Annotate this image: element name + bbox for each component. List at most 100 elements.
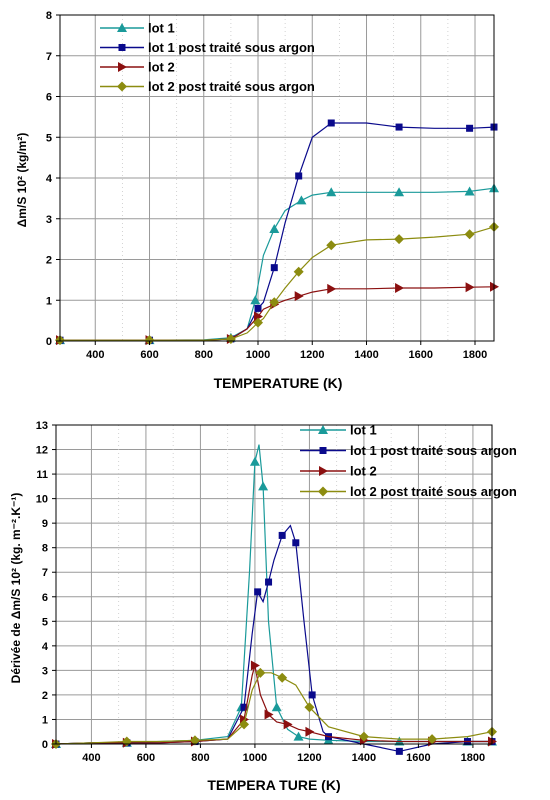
plot-frame	[55, 424, 493, 745]
data-point	[308, 691, 316, 699]
x-axis-label: TEMPERA TURE (K)	[207, 777, 340, 793]
series-group	[51, 444, 497, 755]
legend-marker	[318, 425, 328, 434]
series-line-4	[60, 226, 495, 341]
legend: lot 1 lot 1 post traité sous argon lot 2 lo…	[100, 21, 315, 94]
y-tick-label: 5	[46, 132, 52, 144]
data-point	[144, 335, 155, 346]
chart-mass-gain: 0 1 2 3 4 5 6 7 8 400 600 800 1000 1200 1400 1600 1800 l…	[15, 10, 499, 391]
x-tick-label: 1600	[409, 349, 433, 361]
y-tick-label: 6	[46, 92, 52, 104]
y-tick-label: 8	[42, 543, 48, 555]
x-tick-label: 1400	[354, 349, 378, 361]
legend-marker	[319, 447, 327, 454]
x-tick-label: 1200	[300, 349, 324, 361]
data-point	[295, 172, 303, 180]
y-tick-label: 0	[42, 739, 48, 751]
x-tick-label: 1400	[352, 752, 376, 764]
legend-marker	[118, 44, 126, 51]
data-point	[269, 223, 280, 233]
series-line-4	[55, 672, 493, 745]
data-point	[239, 719, 250, 730]
x-tick-label: 800	[195, 349, 213, 361]
data-point	[394, 234, 405, 245]
data-point	[326, 240, 337, 251]
data-point	[326, 187, 337, 197]
grid	[60, 14, 494, 342]
legend-label: lot 2	[148, 60, 175, 75]
data-point	[464, 186, 475, 196]
y-tick-label: 1	[46, 295, 52, 307]
data-point	[327, 119, 335, 127]
y-tick-label: 8	[46, 10, 52, 22]
axes: 0 1 2 3 4 5 6 7 8 400 600 800 1000 1200 1400 1600 1800	[46, 10, 495, 361]
x-tick-label: 1600	[406, 752, 430, 764]
x-axis-label: TEMPERATURE (K)	[214, 375, 343, 391]
data-point	[250, 660, 260, 671]
x-tick-label: 600	[137, 752, 155, 764]
y-tick-label: 3	[46, 214, 52, 226]
data-point	[464, 229, 475, 240]
grid	[56, 424, 492, 745]
y-tick-label: 10	[36, 494, 48, 506]
data-point	[395, 747, 403, 755]
series-group	[55, 119, 499, 346]
data-point	[254, 588, 262, 596]
x-tick-label: 800	[191, 752, 209, 764]
x-tick-label: 1200	[297, 752, 321, 764]
y-tick-label: 2	[46, 255, 52, 267]
y-tick-label: 3	[42, 665, 48, 677]
legend-marker	[117, 81, 127, 92]
data-point	[253, 317, 264, 328]
legend-marker	[118, 62, 127, 72]
x-tick-label: 1000	[243, 752, 267, 764]
data-point	[264, 709, 274, 720]
y-tick-label: 9	[42, 518, 48, 530]
legend-label: lot 2 post traité sous argon	[350, 484, 517, 499]
legend-marker	[318, 486, 328, 497]
y-axis-label: Δm/S 10² (kg/m²)	[15, 133, 29, 228]
data-point	[254, 304, 262, 312]
data-point	[189, 735, 200, 746]
data-point	[395, 283, 405, 294]
data-point	[254, 311, 264, 322]
data-point	[292, 539, 300, 547]
legend-marker	[117, 23, 127, 32]
data-point	[240, 703, 248, 711]
data-point	[278, 531, 286, 539]
data-point	[294, 291, 304, 302]
legend-label: lot 1	[350, 423, 377, 438]
y-tick-label: 5	[42, 616, 48, 628]
data-point	[395, 123, 403, 131]
plot-frame	[59, 14, 495, 342]
x-tick-label: 400	[82, 752, 100, 764]
data-point	[265, 578, 273, 586]
data-point	[466, 124, 474, 132]
data-point	[293, 266, 304, 277]
data-point	[293, 731, 304, 741]
y-tick-label: 7	[42, 567, 48, 579]
x-tick-label: 1800	[461, 752, 485, 764]
data-point	[427, 734, 438, 745]
plot-area	[56, 425, 492, 744]
data-point	[465, 282, 475, 293]
x-tick-label: 1000	[246, 349, 270, 361]
y-tick-label: 12	[36, 445, 48, 457]
legend-label: lot 1 post traité sous argon	[148, 40, 315, 55]
y-tick-label: 6	[42, 592, 48, 604]
legend-label: lot 2 post traité sous argon	[148, 79, 315, 94]
data-point	[271, 702, 282, 712]
legend: lot 1 lot 1 post traité sous argon lot 2 lo…	[300, 423, 517, 499]
data-point	[296, 195, 307, 205]
data-point	[269, 297, 280, 308]
y-axis-label: Dérivée de Δm/S 10² (kg. m⁻².K⁻¹)	[9, 493, 23, 684]
data-point	[304, 702, 315, 713]
x-tick-label: 400	[86, 349, 104, 361]
data-point	[283, 719, 293, 730]
y-tick-label: 7	[46, 51, 52, 63]
data-point	[258, 481, 269, 491]
x-tick-label: 1800	[463, 349, 487, 361]
data-point	[358, 731, 369, 742]
